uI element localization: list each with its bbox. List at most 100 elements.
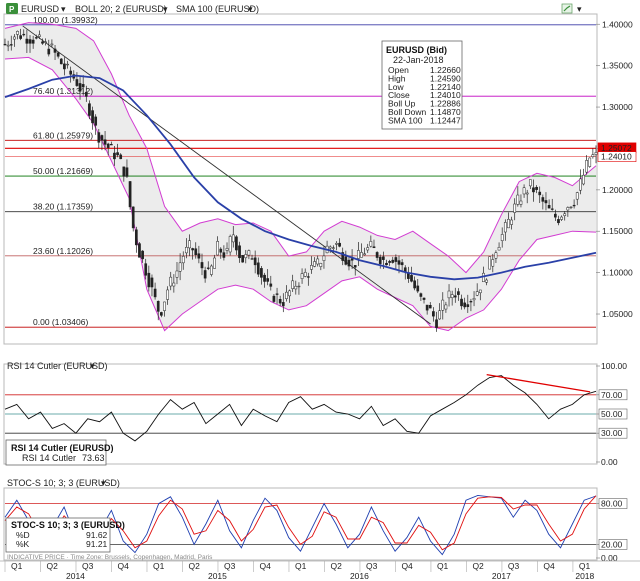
- candle: [535, 185, 538, 194]
- chart-type-icon[interactable]: [6, 3, 18, 14]
- infobox-date: 22-Jan-2018: [393, 55, 444, 65]
- candle-body: [256, 262, 260, 275]
- candle-body: [100, 135, 104, 141]
- candle: [66, 60, 69, 69]
- fib-level-label: 0.00 (1.03406): [33, 317, 88, 327]
- candle: [428, 302, 432, 309]
- candle-body: [494, 252, 498, 259]
- candle: [31, 35, 35, 49]
- candle: [219, 247, 223, 259]
- infobox-row-label: Boll Up: [388, 99, 416, 109]
- year-label: 2015: [208, 571, 227, 581]
- infobox-title: EURUSD (Bid): [386, 45, 447, 55]
- boll-indicator-label[interactable]: BOLL 20; 2 (EURUSD): [75, 4, 167, 14]
- candle: [369, 235, 373, 248]
- sma-indicator-label[interactable]: SMA 100 (EURUSD): [176, 4, 259, 14]
- candle-body: [478, 289, 482, 294]
- candle-body: [210, 265, 213, 275]
- candle-body: [59, 58, 63, 65]
- rsi-box-value: 73.63: [82, 453, 105, 463]
- candle: [6, 40, 10, 52]
- fib-level-label: 100.00 (1.39932): [33, 15, 98, 25]
- candle-body: [591, 154, 595, 157]
- candle-body: [588, 157, 592, 167]
- candle-body: [575, 192, 579, 200]
- candle: [206, 261, 210, 271]
- symbol-dropdown-icon[interactable]: ▾: [61, 4, 66, 14]
- candle: [138, 241, 141, 258]
- rsi-level-badge: [598, 389, 628, 401]
- candle-body: [500, 234, 504, 241]
- infobox-row-value: 1.24590: [430, 73, 461, 83]
- rsi-dropdown-icon[interactable]: ▾: [90, 361, 95, 371]
- rsi-divergence-line[interactable]: [486, 373, 591, 393]
- candle: [250, 254, 254, 260]
- rsi-level-badge: [598, 427, 628, 439]
- candle: [347, 257, 351, 271]
- stoch-box-frame: [5, 517, 111, 553]
- stoch-dropdown-icon[interactable]: ▾: [101, 478, 106, 488]
- rsi-panel-title[interactable]: RSI 14 Cutler (EURUSD): [7, 361, 108, 371]
- candle-body: [84, 91, 88, 97]
- rsi-box-title: RSI 14 Cutler (EURUSD): [11, 443, 114, 453]
- candle: [544, 192, 548, 211]
- candle-body: [306, 276, 310, 278]
- downtrend-line[interactable]: [22, 25, 431, 325]
- stoch-box-title: STOC-S 10; 3; 3 (EURUSD): [11, 520, 125, 530]
- candle: [63, 57, 66, 76]
- candle: [278, 295, 282, 307]
- candle-body: [81, 84, 85, 88]
- candle: [225, 242, 229, 255]
- candle: [247, 249, 251, 260]
- candle: [88, 100, 91, 120]
- candle: [44, 38, 48, 46]
- quarter-label: Q1: [153, 561, 165, 571]
- candle-body: [544, 200, 548, 204]
- candle: [194, 242, 198, 259]
- candle-body: [382, 256, 385, 260]
- candle: [131, 206, 135, 232]
- candle-body: [503, 222, 507, 233]
- stoch-box-row-label: %K: [16, 539, 30, 549]
- infobox-row-value: 1.14870: [430, 107, 461, 117]
- candle-body: [50, 43, 54, 46]
- boll-dropdown-icon[interactable]: ▾: [163, 4, 168, 14]
- candle: [413, 276, 416, 291]
- price-panel-dropdown-icon[interactable]: ▾: [577, 4, 582, 14]
- candle-body: [285, 291, 288, 299]
- last-price-badge-label: 1.25072: [601, 143, 632, 153]
- candle: [519, 194, 523, 208]
- symbol-selector[interactable]: EURUSD: [21, 4, 60, 14]
- quarter-label: Q4: [117, 561, 129, 571]
- candle: [41, 38, 44, 45]
- price-plot: 100.00 (1.39932) 76.40 (1.31312) 61.80 (1.…: [3, 15, 637, 332]
- fib-level-label: 50.00 (1.21669): [33, 166, 93, 176]
- candle-body: [200, 262, 204, 269]
- candle: [231, 225, 235, 248]
- candle-body: [175, 270, 179, 278]
- candle: [538, 186, 542, 203]
- year-label: 2016: [350, 571, 369, 581]
- candle: [472, 291, 476, 307]
- candle: [328, 245, 332, 253]
- candle: [260, 266, 263, 285]
- quarter-label: Q4: [543, 561, 555, 571]
- quarter-label: Q4: [401, 561, 413, 571]
- stoch-box-row-value: 91.21: [86, 539, 108, 549]
- candle-body: [116, 152, 119, 156]
- candle-body: [300, 273, 304, 279]
- sma-dropdown-icon[interactable]: ▾: [248, 4, 253, 14]
- candle-body: [369, 241, 373, 247]
- candle-body: [319, 263, 323, 267]
- candle: [569, 206, 573, 210]
- stoch-panel-title[interactable]: STOC-S 10; 3; 3 (EURUSD): [7, 478, 120, 488]
- candle-body: [269, 283, 273, 287]
- candle-body: [356, 250, 360, 259]
- price-axis-label: 1.10000: [602, 268, 633, 278]
- candle: [388, 259, 391, 266]
- candle-body: [153, 288, 157, 298]
- candle: [238, 241, 241, 263]
- candle-body: [125, 167, 129, 177]
- candle-body: [313, 261, 316, 267]
